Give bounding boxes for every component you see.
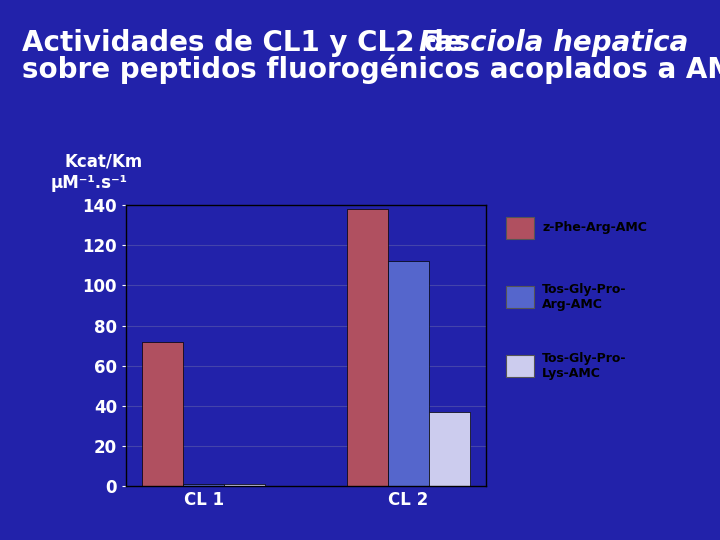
Bar bbox=[184, 484, 224, 486]
Text: μM⁻¹.s⁻¹: μM⁻¹.s⁻¹ bbox=[50, 174, 127, 192]
Bar bbox=[224, 484, 265, 486]
Text: Actividades de CL1 y CL2 de: Actividades de CL1 y CL2 de bbox=[22, 29, 472, 57]
Bar bbox=[506, 355, 534, 377]
Bar bbox=[506, 286, 534, 308]
Text: Fasciola hepatica: Fasciola hepatica bbox=[419, 29, 688, 57]
Bar bbox=[347, 209, 388, 486]
Text: Kcat/Km: Kcat/Km bbox=[65, 152, 143, 170]
Text: Tos-Gly-Pro-
Arg-AMC: Tos-Gly-Pro- Arg-AMC bbox=[542, 283, 626, 311]
Text: z-Phe-Arg-AMC: z-Phe-Arg-AMC bbox=[542, 221, 647, 234]
Bar bbox=[143, 342, 184, 486]
Bar bbox=[506, 217, 534, 239]
Text: Tos-Gly-Pro-
Lys-AMC: Tos-Gly-Pro- Lys-AMC bbox=[542, 352, 626, 380]
Text: sobre peptidos fluorogénicos acoplados a AMC: sobre peptidos fluorogénicos acoplados a… bbox=[22, 54, 720, 84]
Bar bbox=[428, 412, 469, 486]
Bar bbox=[388, 261, 428, 486]
